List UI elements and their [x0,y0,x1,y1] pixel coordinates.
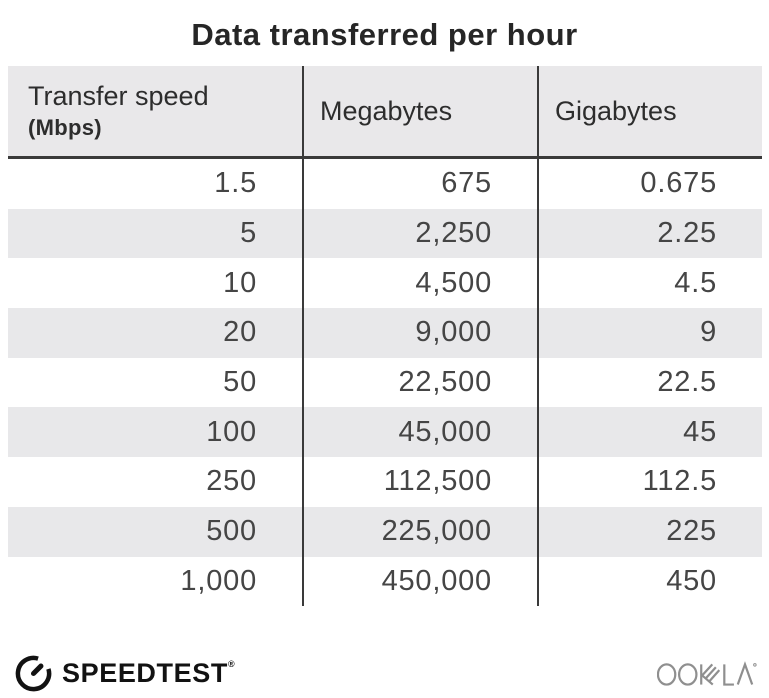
table-row: 250 112,500 112.5 [8,457,762,507]
cell-megabytes: 9,000 [302,308,538,358]
table-row: 1,000 450,000 450 [8,556,762,607]
header-transfer-speed: Transfer speed (Mbps) [8,66,303,159]
data-transfer-table: Transfer speed (Mbps) Megabytes Gigabyte… [8,66,762,607]
speedtest-label: SPEEDTEST [62,658,228,688]
cell-speed: 1.5 [214,167,257,200]
header-gigabytes: Gigabytes [537,66,762,159]
cell-gigabytes: 45 [537,407,762,458]
speedometer-gauge-icon [15,655,52,692]
table-header-row: Transfer speed (Mbps) Megabytes Gigabyte… [8,66,762,159]
cell-speed: 1,000 [180,564,257,597]
cell-megabytes: 45,000 [302,407,538,458]
speedtest-wordmark: SPEEDTEST® [62,658,235,689]
footer: SPEEDTEST® [14,654,757,693]
header-megabytes: Megabytes [302,66,538,159]
cell-gigabytes: 4.5 [537,258,762,309]
speedtest-logo: SPEEDTEST® [14,654,235,693]
cell-speed: 250 [206,465,257,498]
cell-gigabytes: 450 [537,556,762,607]
cell-gigabytes: 2.25 [537,208,762,259]
table-row: 500 225,000 225 [8,506,762,557]
header-transfer-speed-label: Transfer speed [28,81,209,111]
table-row: 5 2,250 2.25 [8,208,762,259]
cell-megabytes: 4,500 [302,258,538,309]
ookla-wordmark [657,661,757,686]
cell-megabytes: 22,500 [302,357,538,408]
cell-speed: 5 [8,208,303,259]
cell-gigabytes: 9 [537,308,762,358]
header-mbps-unit: (Mbps) [28,115,102,140]
table-row: 1.5 675 0.675 [8,157,762,209]
cell-speed: 20 [8,308,303,358]
table-row: 20 9,000 9 [8,308,762,358]
cell-gigabytes: 225 [537,506,762,557]
cell-megabytes: 112,500 [302,457,538,507]
page-title: Data transferred per hour [191,17,578,52]
cell-megabytes: 2,250 [302,208,538,259]
cell-gigabytes: 112.5 [537,457,762,507]
cell-megabytes: 450,000 [302,556,538,607]
cell-speed: 500 [8,506,303,557]
cell-speed: 100 [8,407,303,458]
cell-megabytes: 225,000 [302,506,538,557]
registered-trademark-icon: ® [227,659,236,669]
cell-speed: 10 [223,266,257,299]
table-row: 50 22,500 22.5 [8,357,762,408]
table-row: 10 4,500 4.5 [8,258,762,309]
table-row: 100 45,000 45 [8,407,762,458]
cell-gigabytes: 0.675 [537,157,762,209]
cell-megabytes: 675 [302,157,538,209]
cell-gigabytes: 22.5 [537,357,762,408]
cell-speed: 50 [223,366,257,399]
